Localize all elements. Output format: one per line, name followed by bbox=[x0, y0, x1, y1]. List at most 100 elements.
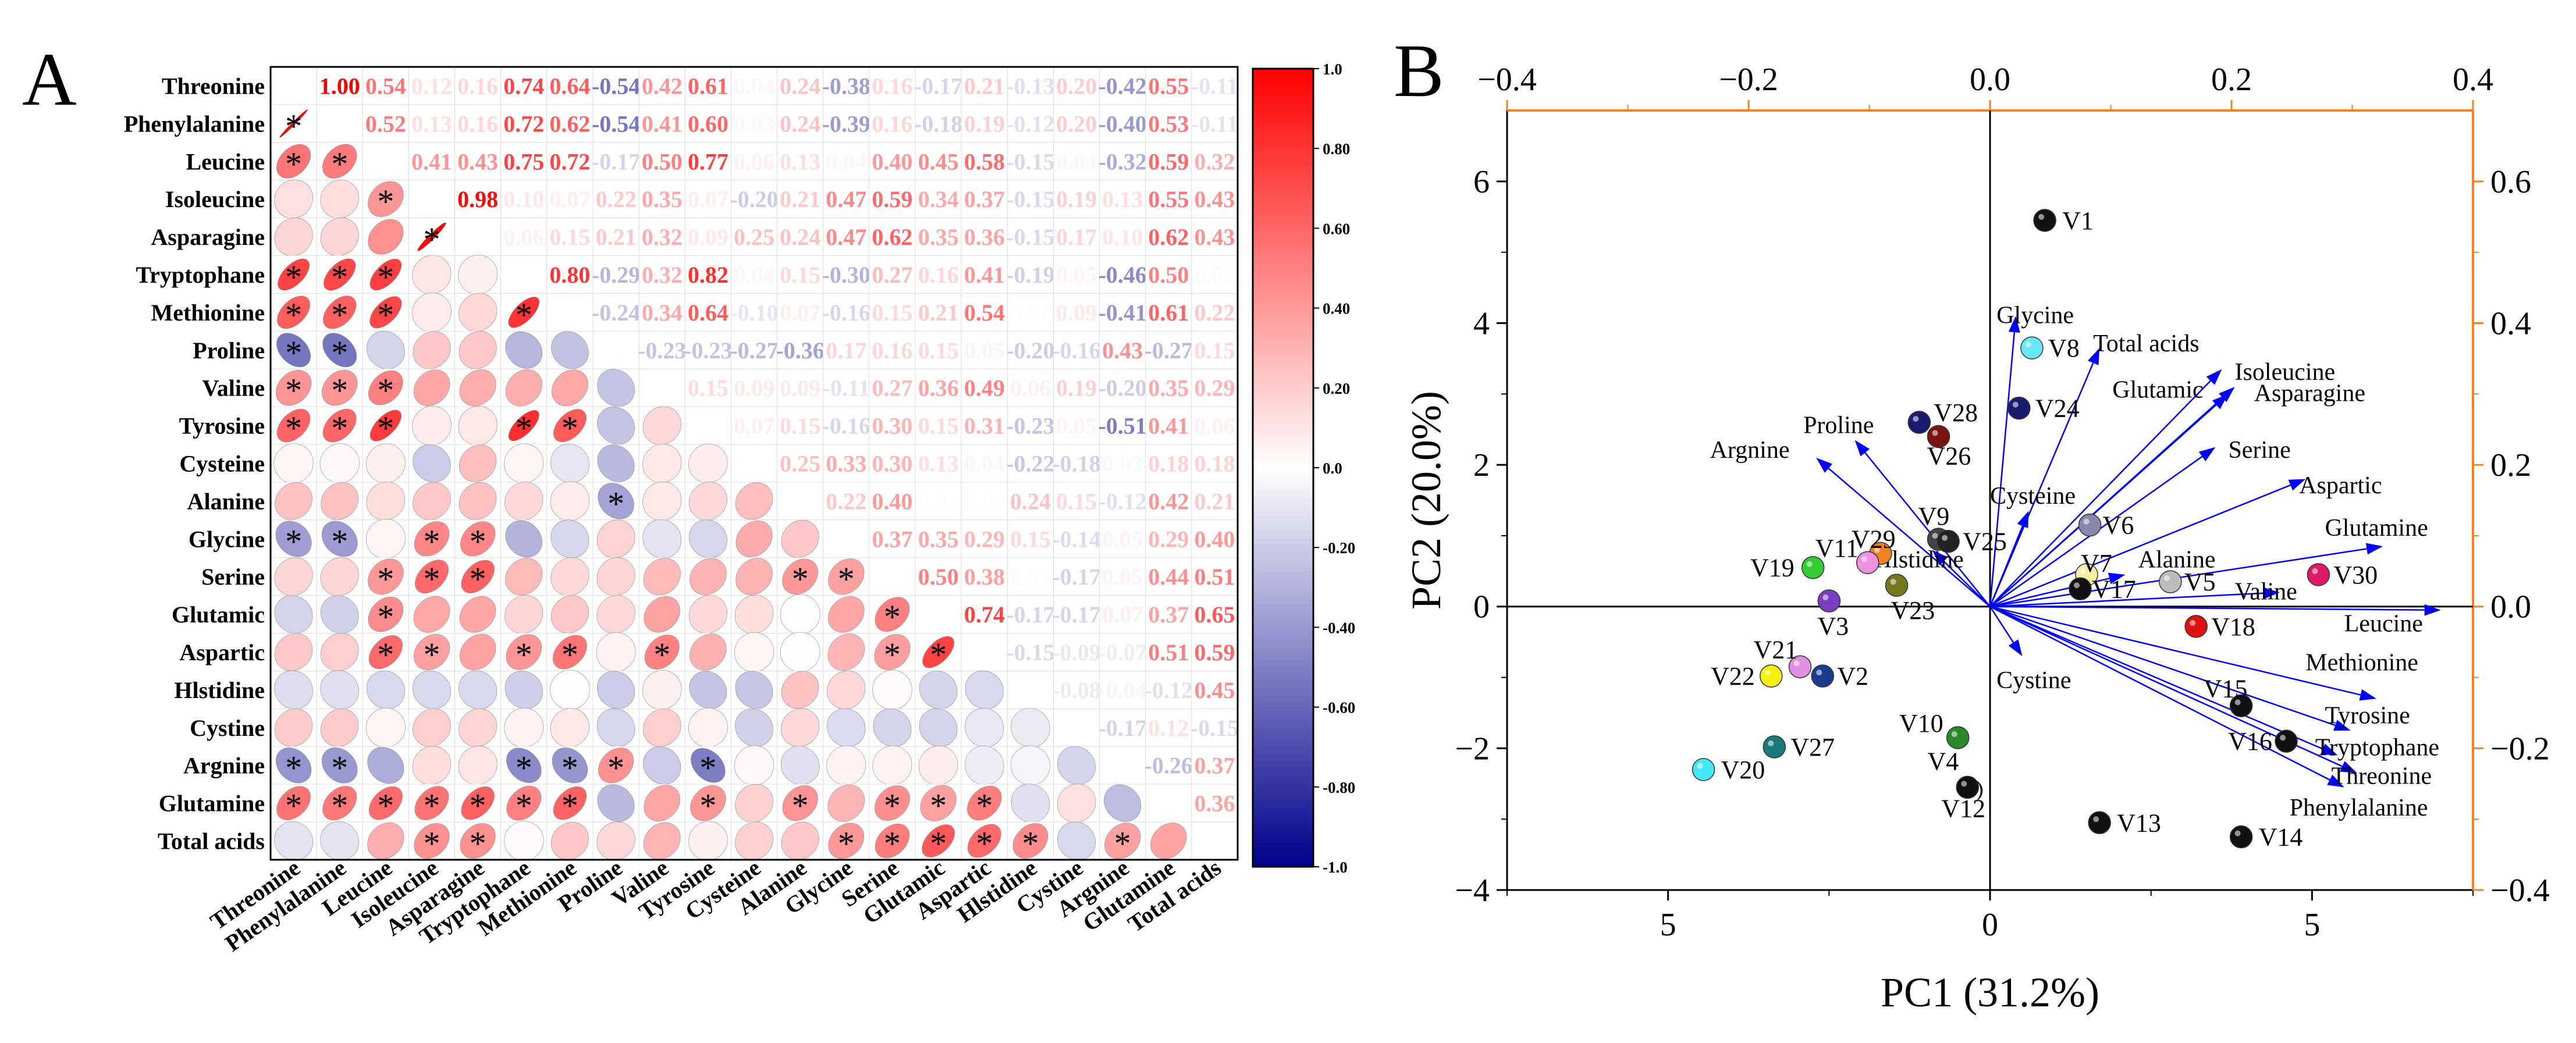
heatmap-cell bbox=[823, 520, 869, 558]
colorbar-segment bbox=[1253, 284, 1313, 289]
colorbar-segment bbox=[1253, 416, 1313, 421]
correlation-value: 0.06 bbox=[1194, 413, 1235, 439]
row-label: Proline bbox=[193, 337, 265, 364]
correlation-value: -0.15 bbox=[1006, 224, 1054, 250]
correlation-value: 0.12 bbox=[1148, 715, 1189, 741]
heatmap-cell bbox=[869, 558, 915, 596]
colorbar-segment bbox=[1253, 436, 1313, 440]
significance-star: * bbox=[884, 787, 901, 825]
sample-highlight bbox=[1861, 556, 1867, 562]
sample-point bbox=[2275, 730, 2297, 752]
colorbar-segment bbox=[1253, 556, 1313, 560]
colorbar-segment bbox=[1253, 543, 1313, 548]
correlation-value: 0.41 bbox=[411, 148, 452, 175]
colorbar-segment bbox=[1253, 560, 1313, 564]
sample-highlight bbox=[1807, 561, 1813, 567]
significance-star: * bbox=[377, 372, 394, 410]
colorbar-segment bbox=[1253, 528, 1313, 532]
colorbar-segment bbox=[1253, 312, 1313, 316]
row-label: Alanine bbox=[187, 488, 265, 514]
colorbar-segment bbox=[1253, 811, 1313, 816]
sample-label: V25 bbox=[1963, 528, 2007, 556]
colorbar-segment bbox=[1253, 835, 1313, 839]
sample-label: V20 bbox=[1721, 756, 1765, 784]
correlation-value: 0.02 bbox=[1010, 564, 1051, 590]
correlation-value: -0.12 bbox=[1098, 488, 1146, 514]
correlation-value: 0.41 bbox=[1148, 413, 1189, 439]
correlation-value: 0.42 bbox=[1148, 488, 1189, 514]
sample-point bbox=[2230, 826, 2252, 848]
colorbar-segment bbox=[1253, 767, 1313, 772]
significance-star: * bbox=[424, 522, 440, 560]
row-label: Glutamine bbox=[159, 791, 265, 817]
row-label: Hlstidine bbox=[174, 677, 265, 703]
significance-star: * bbox=[331, 296, 348, 334]
heatmap-cell bbox=[1146, 784, 1192, 822]
correlation-value: 0.24 bbox=[1010, 488, 1051, 514]
colorbar-segment bbox=[1253, 152, 1313, 157]
correlation-value: 0.04 bbox=[1056, 148, 1097, 175]
sample-point bbox=[1811, 665, 1834, 687]
correlation-value: -0.08 bbox=[1052, 677, 1100, 703]
colorbar-segment bbox=[1253, 368, 1313, 373]
colorbar-segment bbox=[1253, 455, 1313, 460]
correlation-value: -0.15 bbox=[1006, 639, 1054, 665]
correlation-value: 0.27 bbox=[872, 262, 912, 288]
correlation-value: 0.19 bbox=[1056, 186, 1097, 212]
colorbar-segment bbox=[1253, 675, 1313, 680]
correlation-value: 0.15 bbox=[688, 375, 729, 401]
correlation-value: -0.54 bbox=[592, 73, 640, 99]
correlation-value: 0.50 bbox=[1148, 262, 1189, 288]
sample-point bbox=[2185, 615, 2207, 638]
correlation-value: 0.05 bbox=[1102, 526, 1143, 552]
correlation-value: 0.16 bbox=[872, 111, 912, 137]
colorbar-segment bbox=[1253, 707, 1313, 712]
colorbar-segment bbox=[1253, 847, 1313, 852]
colorbar-segment bbox=[1253, 197, 1313, 201]
colorbar-segment bbox=[1253, 843, 1313, 848]
significance-star: * bbox=[377, 296, 394, 334]
colorbar-segment bbox=[1253, 137, 1313, 141]
row-label: Argnine bbox=[183, 753, 265, 779]
row-label: Valine bbox=[202, 375, 265, 401]
correlation-value: 0.37 bbox=[872, 526, 912, 552]
correlation-value: 0.43 bbox=[1194, 186, 1235, 212]
heatmap-cell bbox=[915, 596, 961, 633]
colorbar-segment bbox=[1253, 352, 1313, 357]
colorbar-segment bbox=[1253, 631, 1313, 636]
colorbar-segment bbox=[1253, 771, 1313, 775]
correlation-value: 0.13 bbox=[780, 148, 820, 175]
variable-label: Tyrosine bbox=[2325, 703, 2410, 729]
loading-arrowhead bbox=[1855, 440, 1870, 456]
colorbar-segment bbox=[1253, 727, 1313, 732]
panel-a-label: A bbox=[22, 38, 77, 122]
correlation-value: 0.45 bbox=[918, 148, 959, 175]
colorbar-segment bbox=[1253, 412, 1313, 417]
row-label: Phenylalanine bbox=[124, 111, 265, 137]
correlation-value: 0.62 bbox=[872, 224, 912, 250]
colorbar-tick-label: 0.0 bbox=[1323, 460, 1342, 477]
colorbar-segment bbox=[1253, 308, 1313, 313]
colorbar-tick-label: -0.40 bbox=[1323, 619, 1355, 636]
top-tick-label: 0.4 bbox=[2453, 62, 2493, 98]
colorbar-segment bbox=[1253, 428, 1313, 432]
colorbar-segment bbox=[1253, 532, 1313, 536]
correlation-value: 0.32 bbox=[642, 224, 683, 250]
correlation-value: 0.05 bbox=[1102, 564, 1143, 590]
colorbar-segment bbox=[1253, 803, 1313, 807]
correlation-value: -0.17 bbox=[1052, 601, 1100, 628]
correlation-value: -0.27 bbox=[730, 337, 778, 364]
significance-star: * bbox=[377, 560, 394, 598]
colorbar-segment bbox=[1253, 711, 1313, 715]
correlation-value: 0.09 bbox=[1056, 300, 1097, 326]
correlation-value: 0.52 bbox=[365, 111, 406, 137]
colorbar-segment bbox=[1253, 452, 1313, 457]
heatmap-cell bbox=[777, 482, 823, 520]
sample-point bbox=[2034, 209, 2056, 232]
correlation-value: 0.15 bbox=[918, 337, 959, 364]
sample-point bbox=[1886, 574, 1908, 596]
row-label: Asparagine bbox=[151, 224, 265, 250]
correlation-value: -0.29 bbox=[592, 262, 640, 288]
colorbar-segment bbox=[1253, 547, 1313, 552]
correlation-value: 0.03 bbox=[1102, 451, 1143, 477]
